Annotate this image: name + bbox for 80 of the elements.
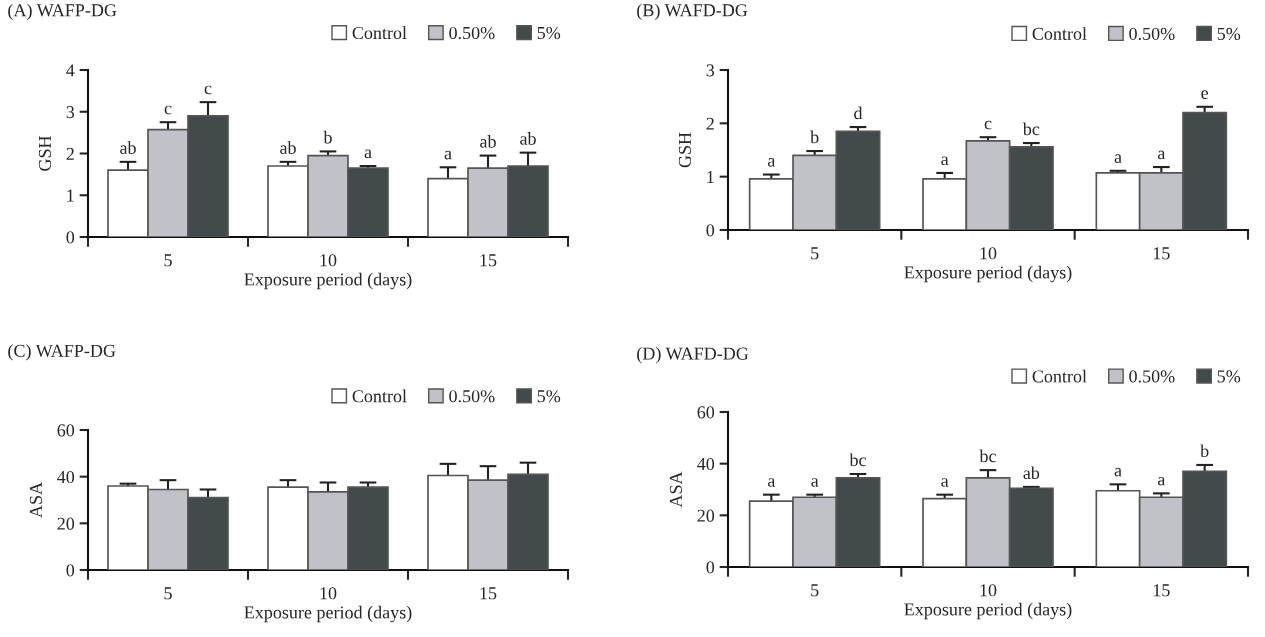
y-tick-label: 2 [706,117,714,130]
chart-title: (C) WAFP-DG [8,344,116,361]
annotation: a [767,478,776,487]
chart-title: (A) WAFP-DG [8,3,117,20]
annotation: e [1201,90,1209,99]
y-tick-label: 20 [57,517,75,530]
legend-label: 0.50% [1129,370,1175,383]
chart-title: (D) WAFD-DG [637,347,749,364]
legend-label: 5% [1217,370,1241,383]
y-tick-label: 3 [706,64,715,77]
annotation: a [767,158,776,167]
annotation: c [204,85,212,95]
annotation: a [1114,154,1122,163]
annotation: bc [849,453,866,467]
x-tick-label: 15 [480,254,497,267]
y-tick-label: 3 [66,106,75,119]
annotation: b [1200,444,1209,458]
legend-label: Control [352,389,407,403]
annotation: b [323,130,332,144]
y-axis-title: ASA [669,471,682,508]
annotation: a [444,150,452,160]
y-tick-label: 0 [706,561,715,574]
annotation: ab [520,132,536,145]
legend-label: 5% [537,390,561,403]
x-tick-label: 5 [164,254,172,267]
annotation: ab [120,141,136,155]
x-tick-label: 15 [480,587,497,600]
annotation: bc [979,449,996,463]
x-tick-label: 15 [1153,584,1170,597]
annotation: a [1114,467,1122,477]
y-tick-label: 1 [707,171,714,183]
x-axis-title: Exposure period (days) [904,602,1072,620]
y-axis-title: ASA [29,482,42,518]
y-tick-label: 40 [57,470,75,484]
annotation: a [364,149,372,159]
legend-label: Control [1032,27,1087,40]
annotation: d [854,106,863,120]
legend-label: 0.50% [1129,27,1175,40]
annotation: bc [1022,122,1040,136]
y-tick-label: 2 [66,147,74,160]
x-axis-title: Exposure period (days) [244,272,412,290]
legend-label: 5% [537,26,561,40]
x-tick-label: 10 [980,584,997,597]
legend-label: Control [1032,369,1087,383]
legend-label: 0.50% [449,26,495,40]
annotation: ab [1023,466,1040,480]
annotation: a [941,156,949,166]
legend-label: Control [352,26,407,40]
y-tick-label: 40 [697,457,715,471]
annotation: a [941,478,949,487]
y-tick-label: 4 [66,64,75,77]
x-tick-label: 5 [164,587,172,600]
y-tick-label: 60 [697,406,715,419]
annotation: ab [480,135,496,148]
x-tick-label: 10 [980,247,997,260]
annotation: c [164,105,172,115]
y-tick-label: 0 [66,231,75,244]
annotation: a [1157,476,1166,486]
x-axis-title: Exposure period (days) [904,265,1072,283]
x-tick-label: 15 [1153,247,1170,260]
annotation: c [984,120,992,130]
chart-title: (B) WAFD-DG [637,3,748,20]
annotation: a [1157,150,1166,160]
y-axis-title: GSH [38,135,51,171]
legend-label: 5% [1217,27,1241,40]
y-tick-label: 1 [67,189,74,202]
x-tick-label: 5 [811,247,819,260]
x-tick-label: 5 [811,584,819,597]
x-tick-label: 10 [320,254,337,267]
y-tick-label: 60 [57,424,75,437]
y-tick-label: 0 [706,224,715,237]
annotation: ab [280,141,296,155]
legend-label: 0.50% [449,390,495,403]
y-tick-label: 0 [66,564,75,577]
x-axis-title: Exposure period (days) [244,605,412,623]
y-tick-label: 20 [697,509,715,522]
annotation: b [810,130,819,144]
annotation: a [811,478,819,487]
y-axis-title: GSH [678,132,691,168]
x-tick-label: 10 [320,587,337,600]
